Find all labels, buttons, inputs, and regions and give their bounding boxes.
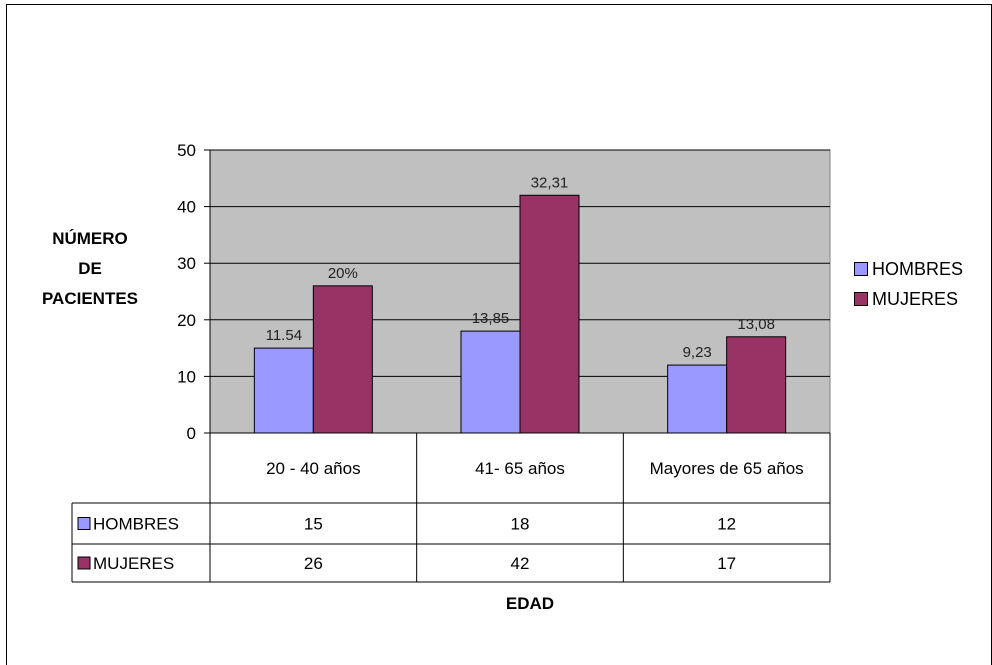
- table-row-label-hombres: HOMBRES: [93, 515, 179, 534]
- table-swatch-hombres: [77, 517, 91, 530]
- table-swatch-mujeres: [77, 556, 91, 570]
- data-label-hombres-2: 13,85: [472, 310, 510, 327]
- data-label-mujeres-3: 13,08: [737, 316, 775, 333]
- legend-label-mujeres: MUJERES: [872, 288, 959, 309]
- y-axis-title-line-1: NÚMERO: [52, 229, 128, 248]
- legend-label-hombres: HOMBRES: [872, 258, 964, 279]
- y-tick-label: 20: [177, 311, 196, 330]
- x-category-label-3: Mayores de 65 años: [650, 459, 804, 478]
- legend-swatch-mujeres: [854, 292, 868, 306]
- bar-mujeres-1: [312, 285, 373, 434]
- y-tick-label: 10: [177, 367, 196, 386]
- bar-mujeres-3: [726, 336, 787, 434]
- y-axis-title-line-3: PACIENTES: [41, 289, 139, 308]
- x-axis-title: EDAD: [505, 594, 555, 613]
- y-tick-label: 50: [177, 141, 196, 160]
- table-row-label-mujeres: MUJERES: [93, 554, 174, 573]
- x-category-label-1: 20 - 40 años: [266, 459, 361, 478]
- bar-mujeres-2: [519, 194, 580, 434]
- table-cell-mujeres-3: 17: [717, 554, 736, 573]
- y-tick-label: 30: [177, 254, 196, 273]
- data-label-hombres-3: 9,23: [683, 344, 712, 361]
- data-label-mujeres-2: 32,31: [531, 174, 569, 191]
- y-tick-label: 0: [187, 424, 196, 443]
- bar-hombres-2: [460, 330, 521, 434]
- table-cell-mujeres-2: 42: [511, 554, 530, 573]
- legend-item-mujeres: MUJERES: [854, 284, 963, 314]
- table-cell-hombres-2: 18: [511, 515, 530, 534]
- bar-chart: 0 10 20 30 40 50 11.54 20% 13,85 32,31 9,23 13,08 20…: [71, 141, 831, 583]
- table-cell-hombres-1: 15: [304, 515, 323, 534]
- table-cell-mujeres-1: 26: [304, 554, 323, 573]
- legend-item-hombres: HOMBRES: [854, 254, 963, 284]
- legend-swatch-hombres: [854, 262, 868, 276]
- y-tick-label: 40: [177, 198, 196, 217]
- y-axis-title-line-2: DE: [78, 259, 102, 278]
- table-cell-hombres-3: 12: [717, 515, 736, 534]
- data-label-hombres-1: 11.54: [266, 327, 302, 344]
- data-label-mujeres-1: 20%: [328, 265, 358, 282]
- y-axis-title: NÚMERO DE PACIENTES: [20, 224, 160, 314]
- bar-hombres-1: [253, 347, 314, 434]
- legend: HOMBRES MUJERES: [854, 254, 963, 314]
- x-category-label-2: 41- 65 años: [475, 459, 565, 478]
- bar-hombres-3: [667, 364, 728, 434]
